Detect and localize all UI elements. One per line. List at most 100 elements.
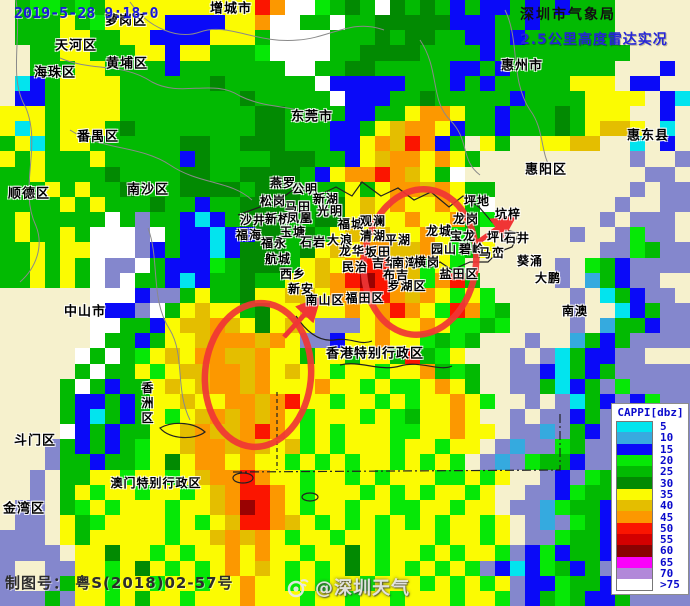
echo-cell (390, 348, 405, 364)
echo-cell (555, 515, 570, 531)
echo-cell (330, 60, 345, 76)
echo-cell (510, 90, 525, 107)
echo-cell (15, 333, 30, 349)
echo-cell (180, 333, 195, 349)
echo-cell (480, 166, 495, 182)
echo-cell (195, 287, 210, 303)
echo-cell (75, 333, 90, 349)
echo-cell (360, 212, 375, 228)
echo-cell (210, 409, 225, 425)
echo-cell (345, 30, 360, 46)
echo-cell (45, 575, 60, 591)
echo-cell (30, 75, 45, 91)
echo-cell (150, 181, 165, 197)
echo-cell (540, 393, 555, 410)
legend-value: 40 (660, 499, 674, 513)
echo-cell (555, 545, 570, 561)
echo-cell (540, 454, 555, 470)
agency-title: 深圳市气象局 (520, 7, 616, 23)
echo-cell (315, 515, 330, 531)
echo-cell (540, 348, 555, 364)
echo-cell (525, 590, 540, 606)
echo-cell (390, 409, 405, 425)
echo-cell (435, 121, 450, 137)
echo-cell (165, 560, 180, 576)
echo-cell (645, 287, 660, 303)
echo-cell (660, 333, 675, 349)
echo-cell (360, 590, 375, 606)
echo-cell (315, 0, 330, 16)
echo-cell (570, 499, 585, 516)
echo-cell (210, 363, 225, 379)
echo-cell (60, 287, 75, 303)
echo-cell (645, 272, 660, 288)
echo-cell (180, 151, 195, 167)
echo-cell (465, 166, 480, 182)
echo-cell (180, 530, 195, 546)
echo-cell (255, 242, 270, 258)
echo-cell (165, 60, 180, 76)
echo-cell (480, 424, 495, 440)
echo-cell (105, 227, 120, 243)
echo-cell (555, 575, 570, 591)
echo-cell (465, 393, 480, 410)
legend-row: 25 (616, 466, 685, 478)
echo-cell (510, 106, 525, 122)
echo-cell (435, 60, 450, 76)
echo-cell (360, 545, 375, 561)
echo-cell (270, 181, 285, 197)
echo-cell (525, 257, 540, 273)
echo-cell (405, 363, 420, 379)
echo-cell (360, 166, 375, 182)
echo-cell (15, 106, 30, 122)
echo-cell (90, 15, 105, 31)
echo-cell (75, 348, 90, 364)
echo-cell (525, 348, 540, 364)
echo-cell (450, 166, 465, 182)
echo-cell (495, 393, 510, 410)
echo-cell (60, 530, 75, 546)
echo-cell (300, 287, 315, 303)
echo-cell (525, 378, 540, 394)
echo-cell (285, 530, 300, 546)
echo-cell (330, 530, 345, 546)
echo-cell (510, 484, 525, 500)
echo-cell (390, 106, 405, 122)
echo-cell (120, 424, 135, 440)
echo-cell (210, 378, 225, 394)
echo-cell (285, 378, 300, 394)
echo-cell (240, 227, 255, 243)
echo-cell (510, 590, 525, 606)
echo-cell (660, 121, 675, 137)
echo-cell (540, 469, 555, 485)
echo-cell (375, 575, 390, 591)
echo-cell (45, 530, 60, 546)
echo-cell (465, 0, 480, 16)
echo-cell (375, 318, 390, 334)
echo-cell (330, 212, 345, 228)
legend-swatch (616, 522, 653, 534)
echo-cell (105, 302, 120, 319)
echo-cell (420, 60, 435, 76)
echo-cell (360, 75, 375, 91)
echo-cell (165, 409, 180, 425)
echo-cell (0, 333, 15, 349)
echo-cell (390, 302, 405, 319)
echo-cell (195, 302, 210, 319)
echo-cell (585, 121, 600, 137)
echo-cell (525, 454, 540, 470)
echo-cell (420, 530, 435, 546)
echo-cell (105, 484, 120, 500)
echo-cell (255, 424, 270, 440)
bottom-border-strip (0, 601, 690, 606)
echo-cell (195, 212, 210, 228)
echo-cell (75, 196, 90, 213)
echo-cell (60, 196, 75, 213)
echo-cell (30, 287, 45, 303)
echo-cell (480, 302, 495, 319)
echo-cell (675, 302, 690, 319)
echo-cell (570, 363, 585, 379)
echo-cell (315, 181, 330, 197)
echo-cell (240, 560, 255, 576)
echo-cell (405, 45, 420, 61)
